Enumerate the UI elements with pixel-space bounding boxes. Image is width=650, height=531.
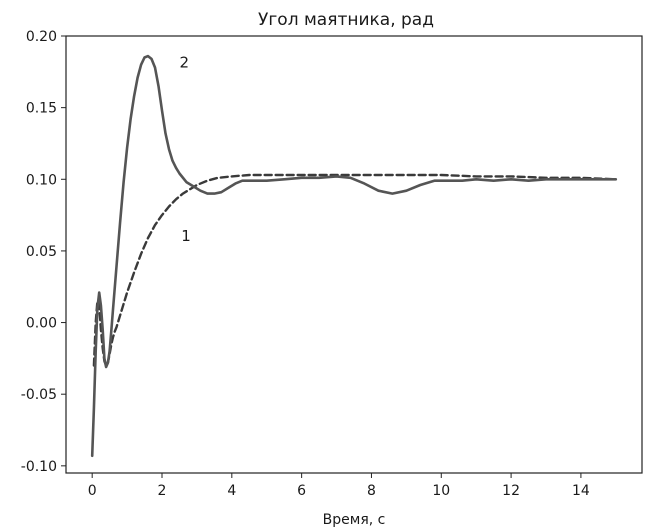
- axes-frame: [65, 35, 643, 474]
- series-label-1: 1: [181, 227, 191, 245]
- x-axis: 0 2 4 6 8 10 12 14: [88, 473, 590, 499]
- y-tick-label: 0.05: [26, 244, 57, 260]
- y-tick-label: 0.00: [26, 316, 57, 332]
- series-line-2: [90, 54, 618, 458]
- chart-title: Угол маятника, рад: [258, 10, 434, 30]
- y-tick-label: 0.15: [26, 101, 57, 117]
- series-annotations: 21: [179, 54, 190, 245]
- y-tick-label: -0.10: [21, 459, 57, 475]
- plot-area: [90, 54, 618, 458]
- x-tick-label: 6: [297, 483, 306, 499]
- x-tick-label: 8: [367, 483, 376, 499]
- x-tick-label: 0: [88, 483, 97, 499]
- x-tick-label: 12: [502, 483, 520, 499]
- x-tick-label: 4: [227, 483, 236, 499]
- y-tick-label: -0.05: [21, 387, 57, 403]
- x-tick-label: 10: [432, 483, 450, 499]
- y-tick-label: 0.10: [26, 172, 57, 188]
- x-tick-label: 14: [572, 483, 590, 499]
- x-tick-label: 2: [158, 483, 167, 499]
- y-tick-label: 0.20: [26, 29, 57, 45]
- series-label-2: 2: [179, 54, 189, 72]
- x-axis-title: Время, с: [323, 512, 386, 528]
- y-axis: -0.10 -0.05 0.00 0.05 0.10 0.15 0.20: [21, 29, 66, 475]
